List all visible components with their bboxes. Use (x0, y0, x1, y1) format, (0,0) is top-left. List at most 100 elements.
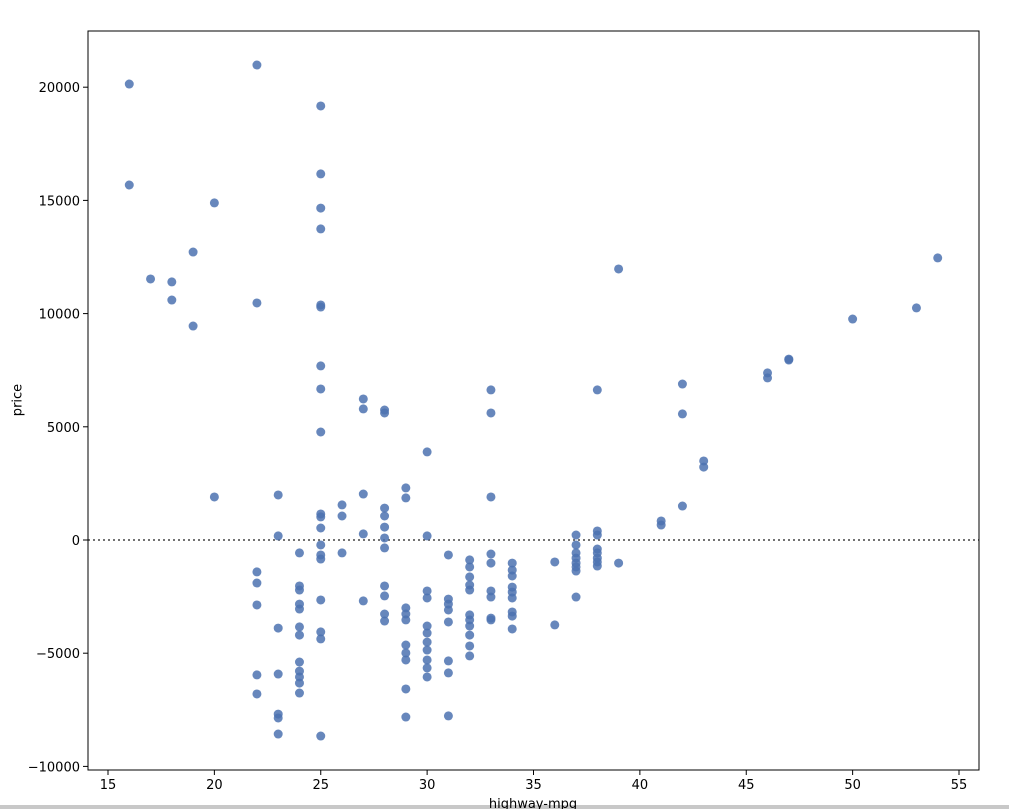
point (507, 558, 517, 568)
point (273, 623, 283, 633)
point (422, 586, 432, 596)
point (443, 656, 453, 666)
y-tick-label: 0 (72, 534, 80, 549)
point (358, 489, 368, 499)
point (380, 543, 390, 553)
point (571, 566, 581, 576)
point (273, 669, 283, 679)
point (294, 548, 304, 558)
point (401, 684, 411, 694)
point (380, 408, 390, 418)
x-tick-label: 55 (951, 778, 968, 793)
point (550, 557, 560, 567)
point (380, 511, 390, 521)
point (294, 688, 304, 698)
point (358, 529, 368, 539)
point (252, 689, 262, 699)
point (656, 520, 666, 530)
x-tick-label: 20 (206, 778, 223, 793)
point (465, 555, 475, 565)
point (146, 274, 156, 284)
point (380, 533, 390, 543)
x-tick-label: 30 (419, 778, 436, 793)
point (465, 641, 475, 651)
x-axis-label: highway-mpg (489, 797, 577, 809)
point (848, 314, 858, 324)
x-tick-label: 45 (738, 778, 755, 793)
point (252, 578, 262, 588)
point (124, 180, 134, 190)
point (252, 670, 262, 680)
point (401, 655, 411, 665)
point (294, 604, 304, 614)
point (465, 562, 475, 572)
point (486, 492, 496, 502)
point (784, 355, 794, 365)
point (316, 203, 326, 213)
point (422, 645, 432, 655)
x-tick-label: 35 (525, 778, 542, 793)
point (252, 600, 262, 610)
point (337, 500, 347, 510)
point (592, 561, 602, 571)
point (571, 592, 581, 602)
y-tick-label: 10000 (39, 308, 80, 323)
point (422, 593, 432, 603)
point (465, 572, 475, 582)
x-tick-label: 50 (844, 778, 861, 793)
point (316, 224, 326, 234)
point (167, 295, 177, 305)
point (316, 595, 326, 605)
point (380, 616, 390, 626)
point (571, 540, 581, 550)
point (209, 492, 219, 502)
point (358, 394, 368, 404)
plot-frame (87, 30, 980, 771)
point (677, 501, 687, 511)
point (316, 384, 326, 394)
point (294, 657, 304, 667)
point (486, 549, 496, 559)
point (252, 567, 262, 577)
point (167, 277, 177, 287)
point (486, 408, 496, 418)
point (401, 483, 411, 493)
point (592, 530, 602, 540)
point (699, 462, 709, 472)
point (316, 540, 326, 550)
point (380, 581, 390, 591)
point (677, 379, 687, 389)
point (465, 630, 475, 640)
point (550, 620, 560, 630)
point (507, 571, 517, 581)
y-tick-label: 15000 (39, 194, 80, 209)
y-tick-label: −5000 (36, 647, 80, 662)
point (677, 409, 687, 419)
point (188, 321, 198, 331)
point (486, 385, 496, 395)
point (380, 503, 390, 513)
x-tick-label: 15 (100, 778, 117, 793)
point (252, 298, 262, 308)
point (294, 622, 304, 632)
y-tick-label: 5000 (47, 421, 80, 436)
point (465, 651, 475, 661)
point (571, 530, 581, 540)
point (252, 60, 262, 70)
y-axis-label: price (11, 384, 26, 416)
point (380, 609, 390, 619)
point (443, 668, 453, 678)
point (273, 713, 283, 723)
point (614, 558, 624, 568)
point (316, 512, 326, 522)
point (507, 611, 517, 621)
point (465, 585, 475, 595)
point (443, 605, 453, 615)
point (422, 655, 432, 665)
point (443, 617, 453, 627)
point (316, 627, 326, 637)
bottom-strip (0, 805, 1009, 809)
point (422, 628, 432, 638)
point (337, 548, 347, 558)
